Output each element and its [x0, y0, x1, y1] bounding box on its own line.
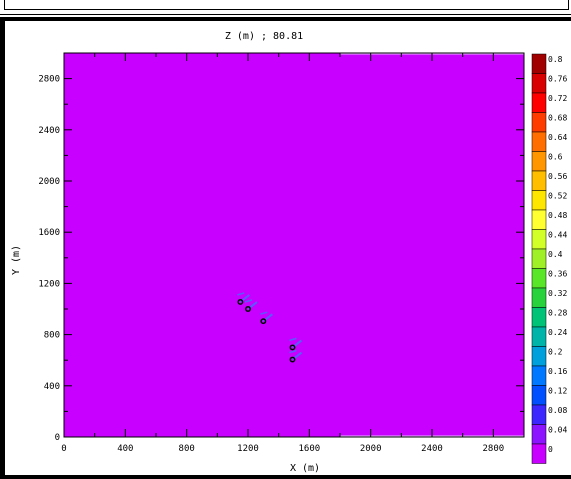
colorbar-swatch [531, 190, 547, 211]
figure-panel: Z (m) ; 80.81 X (m) Y (m) 0 400 800 1200 160… [5, 21, 571, 475]
colorbar-label: 0.24 [548, 328, 567, 337]
colorbar-swatch [531, 287, 547, 308]
y-tick-label: 800 [44, 331, 60, 341]
colorbar-label: 0.08 [548, 406, 567, 415]
colorbar-swatch [531, 365, 547, 386]
heatmap-chart: Z (m) ; 80.81 X (m) Y (m) 0 400 800 1200 160… [11, 31, 567, 474]
y-axis-label: Y (m) [11, 245, 22, 275]
colorbar-swatch [531, 209, 547, 230]
y-tick-label: 2400 [38, 126, 60, 136]
colorbar-label: 0 [548, 445, 553, 454]
y-tick-label: 400 [44, 382, 60, 392]
flow-arrow [289, 349, 297, 354]
contour-field [64, 53, 524, 437]
colorbar-label: 0.48 [548, 211, 567, 220]
colorbar-label: 0.68 [548, 114, 567, 123]
colorbar-label: 0.8 [548, 55, 563, 64]
colorbar-label: 0.56 [548, 172, 567, 181]
x-tick-label: 1600 [298, 444, 320, 454]
data-point [289, 344, 296, 351]
chart-title: Z (m) ; 80.81 [225, 31, 303, 42]
y-tick-label: 2800 [38, 75, 60, 85]
y-tick-label: 0 [55, 433, 60, 443]
colorbar-swatch [531, 307, 547, 328]
colorbar-swatch [531, 443, 547, 464]
colorbar: 0.8 0.76 0.72 0.68 0.64 0.6 0.56 0.52 0.48 0.44 0.… [531, 53, 567, 464]
colorbar-swatch [531, 53, 547, 74]
flow-arrow [289, 337, 297, 342]
colorbar-swatch [531, 326, 547, 347]
y-tick-label: 1600 [38, 228, 60, 238]
colorbar-swatch [531, 151, 547, 172]
data-point [237, 299, 244, 305]
y-tick-label: 2000 [38, 177, 60, 187]
flow-arrow [237, 292, 245, 296]
colorbar-label: 0.6 [548, 153, 563, 162]
colorbar-swatch [531, 170, 547, 191]
data-point [260, 318, 267, 325]
colorbar-label: 0.04 [548, 426, 567, 435]
plot-frame [63, 52, 525, 438]
data-point [245, 306, 251, 312]
x-axis-label: X (m) [290, 463, 320, 474]
colorbar-label: 0.4 [548, 250, 563, 259]
colorbar-label: 0.76 [548, 75, 567, 84]
data-point [289, 356, 296, 363]
colorbar-label: 0.52 [548, 192, 567, 201]
top-strip-box [4, 0, 569, 10]
colorbar-swatch [531, 424, 547, 445]
colorbar-label: 0.64 [548, 133, 567, 142]
colorbar-label: 0.36 [548, 270, 567, 279]
x-tick-label: 400 [117, 444, 133, 454]
colorbar-label: 0.32 [548, 289, 567, 298]
figure-frame: Z (m) ; 80.81 X (m) Y (m) 0 400 800 1200 160… [0, 17, 571, 479]
x-tick-label: 1200 [237, 444, 259, 454]
flow-arrow [244, 299, 253, 303]
top-strip [0, 0, 571, 15]
x-tick-label: 0 [61, 444, 66, 454]
colorbar-swatch [531, 131, 547, 152]
colorbar-label: 0.2 [548, 348, 563, 357]
colorbar-label: 0.16 [548, 367, 567, 376]
colorbar-swatch [531, 346, 547, 367]
x-tick-label: 2000 [360, 444, 382, 454]
colorbar-swatch [531, 92, 547, 113]
colorbar-swatch [531, 404, 547, 425]
colorbar-label: 0.44 [548, 231, 567, 240]
plot-area: 0 400 800 1200 1600 2000 2400 2800 0 400 800 1200 16… [38, 52, 525, 454]
flow-arrow [260, 311, 268, 315]
y-tick-label: 1200 [38, 279, 60, 289]
colorbar-swatch [531, 229, 547, 250]
colorbar-swatch [531, 385, 547, 406]
colorbar-swatch [531, 73, 547, 94]
colorbar-label: 0.72 [548, 94, 567, 103]
colorbar-swatch [531, 268, 547, 289]
colorbar-swatch [531, 248, 547, 269]
colorbar-swatch [531, 112, 547, 133]
x-tick-label: 2800 [482, 444, 504, 454]
x-tick-label: 2400 [421, 444, 443, 454]
colorbar-label: 0.28 [548, 309, 567, 318]
x-tick-label: 800 [179, 444, 195, 454]
colorbar-label: 0.12 [548, 387, 567, 396]
